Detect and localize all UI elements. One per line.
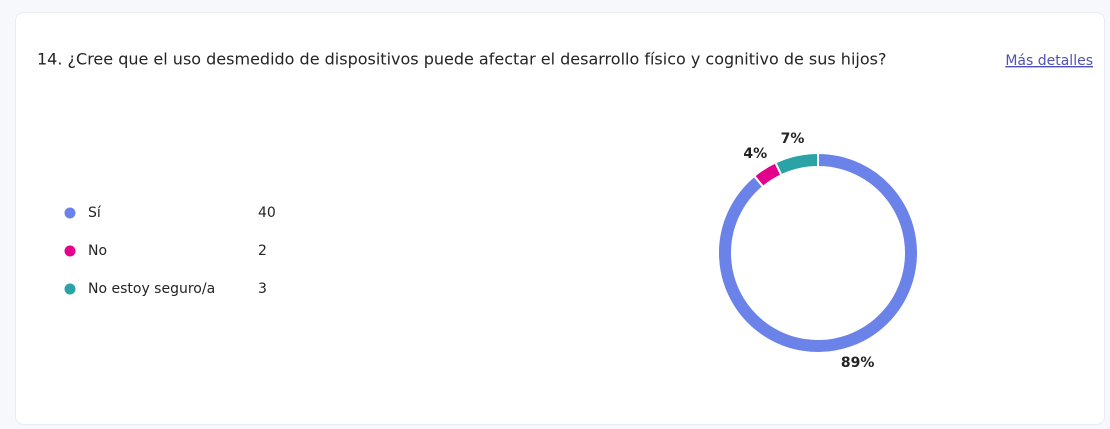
legend-dot <box>64 283 76 295</box>
legend-dot <box>64 245 76 257</box>
details-link[interactable]: Más detalles <box>1005 53 1093 69</box>
data-label: 89% <box>841 355 875 371</box>
legend-label: No estoy seguro/a <box>88 281 215 297</box>
legend-label: Sí <box>88 205 102 221</box>
data-label: 4% <box>743 146 767 162</box>
legend-label: No <box>88 243 107 259</box>
legend-dot <box>64 207 76 219</box>
donut-segment <box>717 151 919 354</box>
data-label: 7% <box>781 131 805 147</box>
legend-count: 3 <box>258 281 267 297</box>
legend-count: 40 <box>258 205 276 221</box>
card <box>15 12 1105 425</box>
chart-title: 14. ¿Cree que el uso desmedido de dispos… <box>37 50 886 69</box>
legend-count: 2 <box>258 243 267 259</box>
donut-segment <box>774 151 819 177</box>
